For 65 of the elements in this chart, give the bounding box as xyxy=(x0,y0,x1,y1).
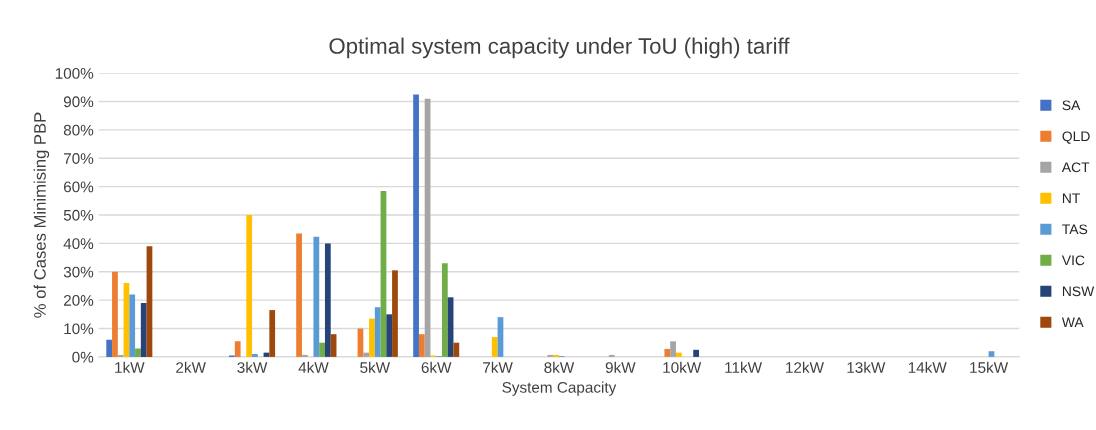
bar xyxy=(441,263,448,357)
legend-label: VIC xyxy=(1061,255,1085,266)
x-tick-label: 2kW xyxy=(176,361,206,373)
y-tick-label: 70% xyxy=(63,153,94,164)
legend-label: QLD xyxy=(1062,131,1090,144)
bar xyxy=(453,342,460,357)
bar xyxy=(988,351,995,357)
y-tick-label: 0% xyxy=(72,351,94,363)
bar xyxy=(140,302,147,357)
legend-label: TAS xyxy=(1062,224,1088,235)
bar xyxy=(313,236,320,357)
bar xyxy=(675,352,682,357)
y-tick-label: 10% xyxy=(64,323,94,335)
y-tick-label: 50% xyxy=(63,209,94,221)
x-tick-label: 6kW xyxy=(421,361,452,373)
legend-label: ACT xyxy=(1061,162,1090,173)
y-tick-label: 20% xyxy=(63,295,94,306)
x-tick-label: 8kW xyxy=(544,361,575,373)
bar xyxy=(296,233,302,357)
bar xyxy=(252,354,258,357)
bar xyxy=(234,341,241,357)
legend-label: NT xyxy=(1062,193,1081,204)
bar xyxy=(112,271,118,357)
x-tick-label: 3kW xyxy=(237,361,268,373)
bar xyxy=(363,352,370,357)
bar xyxy=(418,334,425,357)
bar xyxy=(392,270,398,357)
x-tick-label: 11kW xyxy=(725,361,762,373)
x-tick-label: 4kW xyxy=(298,361,329,373)
bar xyxy=(319,342,325,357)
bar xyxy=(664,348,671,357)
y-tick-label: 90% xyxy=(63,96,94,108)
bar xyxy=(693,349,699,357)
bar xyxy=(491,337,498,357)
x-axis-title: System Capacity xyxy=(502,381,617,396)
y-tick-label: 100% xyxy=(55,67,94,79)
bar xyxy=(106,339,113,357)
legend-label: SA xyxy=(1062,100,1081,111)
bar xyxy=(413,94,419,357)
bar xyxy=(129,294,136,357)
bar xyxy=(386,314,393,357)
x-tick-label: 1kW xyxy=(115,361,145,373)
chart-title: Optimal system capacity under ToU (high) tariff xyxy=(329,37,790,59)
legend-label: WA xyxy=(1061,317,1084,328)
y-axis-title: % of Cases Minimising PBP xyxy=(33,112,50,318)
bar xyxy=(369,318,375,357)
x-tick-label: 7kW xyxy=(483,361,513,373)
y-tick-label: 40% xyxy=(63,238,94,250)
x-tick-label: 14kW xyxy=(908,361,947,373)
legend-label: NSW xyxy=(1062,286,1095,297)
bar xyxy=(374,307,381,357)
bar xyxy=(324,243,331,357)
x-tick-label: 15kW xyxy=(970,361,1009,373)
bar xyxy=(670,341,676,357)
x-tick-label: 10kW xyxy=(663,361,702,373)
bar xyxy=(246,215,253,357)
x-tick-label: 12kW xyxy=(786,361,824,373)
y-tick-label: 60% xyxy=(63,181,94,193)
bar xyxy=(269,310,276,357)
y-tick-label: 30% xyxy=(63,266,94,278)
y-tick-label: 80% xyxy=(63,124,94,136)
x-tick-label: 9kW xyxy=(605,361,636,373)
x-tick-label: 5kW xyxy=(360,361,391,373)
x-tick-label: 13kW xyxy=(847,361,886,373)
bar xyxy=(135,348,141,357)
